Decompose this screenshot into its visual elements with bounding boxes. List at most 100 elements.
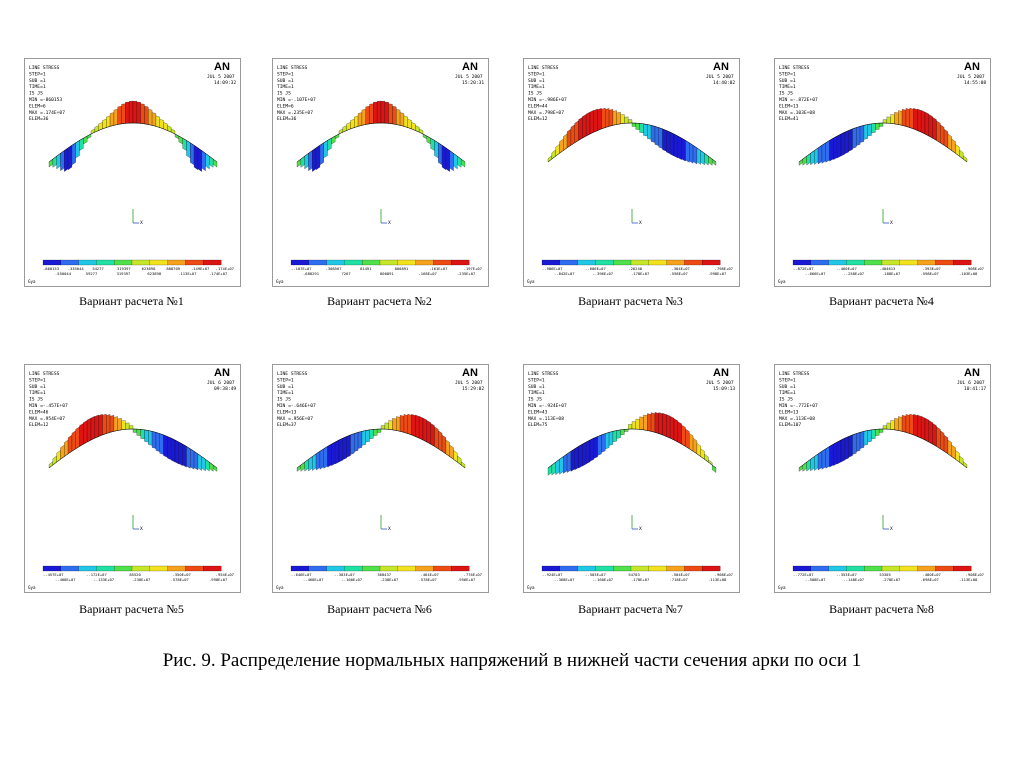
- header-line: IS JS: [277, 397, 291, 403]
- variant-caption: Вариант расчета №6: [327, 602, 432, 616]
- legend-swatch: [559, 259, 578, 266]
- stress-bar: [365, 429, 370, 443]
- legend-swatch: [397, 565, 417, 572]
- legend-value: .235E+07: [457, 271, 475, 276]
- header-line: STEP=1: [277, 71, 294, 77]
- header-line: LINE STRESS: [779, 371, 810, 377]
- stress-bar: [102, 118, 107, 130]
- axis-label: X: [140, 526, 143, 532]
- run-date: JUL 5 2007: [455, 74, 483, 80]
- stress-bar: [354, 115, 359, 128]
- color-legend: -.457E+07 -.172E+07 85520 .350E+07 .954E+07 -…: [42, 565, 234, 582]
- stress-bar: [635, 122, 640, 130]
- legend-swatch: [397, 259, 417, 266]
- stress-bar: [350, 118, 355, 130]
- stress-bar: [647, 413, 652, 432]
- header-line: ELEM=75: [528, 422, 548, 428]
- stress-bar: [943, 434, 949, 455]
- plot-footer: Gya: [778, 585, 786, 590]
- stress-bar: [840, 131, 845, 157]
- stress-bar: [901, 109, 907, 127]
- legend-swatch: [185, 259, 204, 266]
- stress-bar: [315, 145, 321, 170]
- axis-triad: X: [380, 515, 391, 532]
- legend-swatch: [828, 259, 847, 266]
- stress-bar: [913, 414, 918, 437]
- header-line: IS JS: [277, 91, 291, 97]
- legend-swatch: [917, 565, 936, 572]
- legend-value: -.258E+07: [844, 271, 865, 276]
- header-line: ELEM=6: [277, 103, 294, 109]
- header-line: SUB =1: [277, 384, 294, 390]
- stress-bar: [434, 426, 439, 450]
- stress-bar: [654, 126, 659, 146]
- stress-bar: [852, 433, 857, 455]
- stress-bar: [890, 114, 895, 124]
- stress-bar: [151, 112, 157, 127]
- stress-bar: [392, 418, 397, 431]
- stress-bar: [608, 109, 614, 127]
- header-line: LINE STRESS: [29, 371, 60, 377]
- stress-bar: [71, 142, 76, 166]
- variant-caption: Вариант расчета №5: [79, 602, 184, 616]
- stress-bar: [821, 142, 826, 164]
- stress-bar: [616, 112, 621, 125]
- header-line: TIME=1: [29, 84, 46, 90]
- header-line: ELEM=12: [528, 116, 548, 122]
- stress-bar: [608, 431, 614, 446]
- header-line: SUB =1: [528, 384, 545, 390]
- legend-swatch: [96, 565, 115, 572]
- stress-bar: [566, 451, 572, 473]
- stress-bar: [924, 111, 929, 137]
- legend-swatch: [203, 259, 222, 266]
- stress-bar: [369, 103, 374, 124]
- legend-swatch: [684, 259, 703, 266]
- legend-swatch: [666, 565, 685, 572]
- stress-bar: [48, 461, 53, 469]
- stress-bar: [574, 446, 579, 471]
- legend-value: 7267: [342, 271, 351, 276]
- stress-bar: [825, 140, 830, 163]
- stress-bar: [304, 459, 309, 472]
- stress-bar: [833, 441, 838, 466]
- ansys-logo: AN: [462, 61, 478, 73]
- stress-bar: [833, 135, 838, 160]
- stress-bar: [182, 443, 187, 468]
- stress-bar: [875, 122, 880, 130]
- stress-bar: [190, 142, 195, 166]
- stress-bar: [643, 414, 648, 431]
- legend-swatch: [433, 565, 452, 572]
- legend-swatch: [42, 259, 62, 266]
- run-time: 15:29:02: [462, 386, 484, 392]
- stress-bar: [399, 415, 405, 433]
- stress-bar: [144, 429, 149, 443]
- legend-swatch: [167, 565, 186, 572]
- run-date: JUL 5 2007: [455, 380, 483, 386]
- legend-value: .178E+07: [631, 271, 649, 276]
- stress-bar: [151, 431, 157, 449]
- run-date: JUL 5 2007: [957, 74, 985, 80]
- legend-swatch: [308, 565, 327, 572]
- legend-swatch: [630, 565, 650, 572]
- stress-bar: [129, 100, 134, 124]
- header-line: MIN =-860153: [29, 97, 62, 103]
- stress-bar: [647, 124, 652, 140]
- header-line: ELEM=44: [528, 103, 548, 109]
- stress-bar: [589, 437, 594, 462]
- stress-bar: [106, 414, 111, 434]
- legend-value: -308567: [326, 266, 342, 271]
- legend-value: 623898: [147, 271, 161, 276]
- run-date: JUL 6 2007: [957, 380, 985, 386]
- stress-bar: [365, 106, 370, 125]
- stress-bar: [346, 434, 351, 458]
- axis-triad: X: [882, 209, 893, 226]
- stress-bar: [132, 100, 137, 124]
- header-line: IS JS: [528, 91, 542, 97]
- color-legend: -.872E+07 -.460E+07 -404613 .393E+07 .908E+0…: [792, 259, 984, 276]
- result-panel-2: LINE STRESS STEP=1 SUB =1 TIME=1 IS JS MIN =-…: [272, 58, 489, 287]
- legend-value: -.646E+07: [291, 572, 312, 577]
- stress-bar: [859, 125, 865, 143]
- result-panel-5: LINE STRESS STEP=1 SUB =1 TIME=1 IS JS MIN =-…: [24, 364, 241, 593]
- stress-bar: [593, 436, 598, 459]
